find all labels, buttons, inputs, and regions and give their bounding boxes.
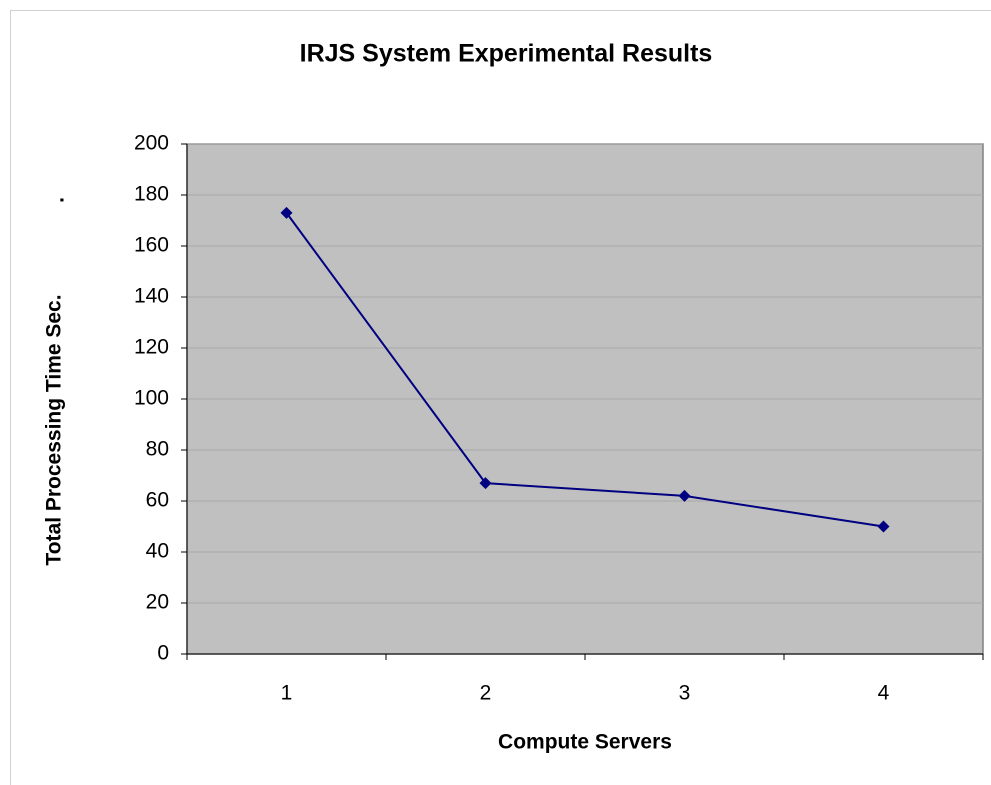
y-tick-label: 160 — [134, 234, 169, 257]
y-tick-label: 140 — [134, 285, 169, 308]
data-point — [479, 477, 492, 490]
x-tick-label: 1 — [281, 682, 293, 705]
data-point — [280, 206, 293, 219]
data-point — [678, 489, 691, 502]
x-tick-label: 4 — [878, 682, 890, 705]
x-axis-label: Compute Servers — [498, 731, 672, 754]
y-tick-label: 0 — [157, 642, 169, 665]
series-line — [285, 212, 884, 528]
y-tick-label: 60 — [146, 489, 169, 512]
y-axis-label: Total Processing Time Sec. — [43, 294, 66, 565]
y-tick-label: 40 — [146, 540, 169, 563]
x-tick-label: 3 — [679, 682, 691, 705]
y-tick-label: 200 — [134, 132, 169, 155]
y-tick-label: 100 — [134, 387, 169, 410]
y-tick-label: 80 — [146, 438, 169, 461]
x-tick-label: 2 — [480, 682, 492, 705]
data-point — [877, 520, 890, 533]
annotation: . — [46, 197, 69, 203]
chart-title: IRJS System Experimental Results — [300, 40, 713, 68]
y-tick-label: 120 — [134, 336, 169, 359]
y-tick-label: 20 — [146, 591, 169, 614]
y-tick-label: 180 — [134, 183, 169, 206]
